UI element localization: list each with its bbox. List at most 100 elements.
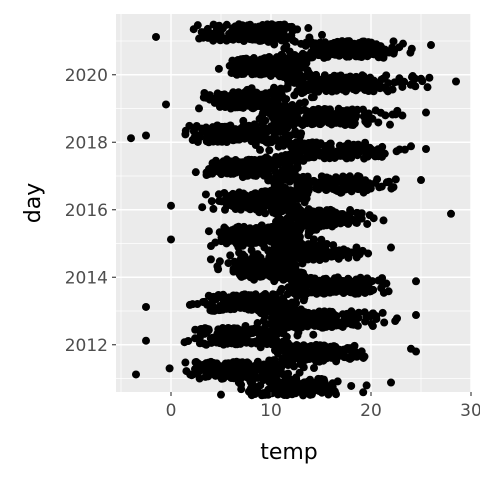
y-axis-tick-labels: 2012 2014 2016 2018 2020 — [65, 66, 108, 356]
data-point — [354, 140, 363, 149]
data-point — [309, 330, 318, 339]
y-tick-label: 2020 — [65, 66, 108, 86]
data-point — [238, 358, 247, 367]
data-point — [270, 356, 279, 365]
data-point — [162, 100, 170, 109]
data-point — [127, 134, 135, 143]
data-point — [334, 104, 343, 113]
data-point — [385, 177, 393, 186]
data-point — [295, 368, 304, 377]
data-point — [366, 73, 375, 82]
y-axis-title: day — [21, 183, 46, 223]
data-point — [386, 120, 394, 129]
data-point — [338, 210, 347, 219]
data-point — [191, 168, 200, 177]
data-point — [322, 240, 331, 249]
data-point — [201, 324, 209, 333]
data-point — [297, 305, 305, 314]
data-point — [344, 139, 353, 148]
data-point — [262, 153, 271, 162]
data-point — [222, 20, 231, 29]
data-point — [165, 364, 174, 373]
data-point — [345, 37, 354, 46]
data-point — [132, 370, 140, 379]
data-point — [360, 308, 369, 317]
data-point — [387, 243, 395, 252]
data-point — [412, 347, 420, 356]
data-point — [206, 255, 215, 264]
data-point — [422, 108, 430, 117]
data-point — [378, 308, 387, 317]
data-point — [343, 343, 352, 352]
data-point — [207, 357, 215, 366]
data-point — [253, 319, 262, 328]
data-point — [265, 146, 274, 155]
data-point — [235, 188, 244, 197]
data-point — [447, 209, 455, 218]
data-point — [357, 347, 366, 356]
data-point — [181, 358, 190, 367]
data-point — [329, 241, 338, 250]
data-point — [358, 71, 367, 80]
data-point — [251, 290, 260, 299]
data-point — [247, 84, 256, 93]
data-point — [339, 172, 347, 181]
data-point — [226, 121, 235, 130]
data-point — [314, 104, 323, 113]
data-point — [316, 206, 325, 215]
data-point — [261, 290, 270, 299]
data-point — [310, 364, 318, 372]
data-point — [267, 20, 276, 29]
data-point — [142, 302, 150, 311]
data-point — [217, 390, 225, 399]
data-point — [234, 20, 243, 29]
data-point — [192, 121, 201, 130]
data-point — [211, 238, 220, 247]
data-point — [423, 83, 432, 92]
axis-ticks — [112, 74, 472, 396]
data-point — [220, 223, 229, 232]
data-point — [270, 83, 278, 92]
data-point — [300, 98, 309, 107]
data-point — [219, 290, 228, 299]
data-point — [142, 336, 150, 345]
data-point — [192, 358, 201, 366]
data-point — [378, 142, 387, 151]
data-point — [281, 102, 290, 111]
x-tick-label: 10 — [260, 401, 282, 421]
data-point — [346, 72, 355, 81]
data-point — [322, 274, 330, 283]
data-point — [300, 105, 309, 114]
data-point — [204, 227, 213, 236]
data-point — [142, 131, 150, 140]
data-point — [222, 155, 231, 164]
data-point — [321, 38, 330, 47]
data-point — [379, 216, 388, 225]
data-point — [417, 74, 425, 83]
data-point — [213, 121, 222, 130]
data-point — [305, 33, 314, 42]
data-point — [346, 206, 355, 215]
data-point — [214, 64, 223, 73]
data-point — [268, 290, 277, 299]
data-point — [388, 85, 397, 94]
data-point — [292, 341, 301, 350]
data-point — [384, 287, 393, 296]
data-point — [362, 381, 371, 390]
data-point — [203, 24, 212, 33]
data-point — [229, 291, 238, 300]
data-point — [371, 106, 380, 115]
data-point — [329, 342, 338, 351]
data-point — [303, 172, 312, 181]
data-point — [317, 235, 326, 244]
data-point — [309, 176, 318, 185]
data-point — [407, 142, 415, 151]
data-point — [312, 70, 321, 79]
data-point — [234, 222, 243, 231]
data-point — [339, 245, 348, 254]
data-point — [241, 321, 250, 330]
data-point — [335, 141, 344, 150]
data-point — [304, 24, 313, 33]
data-point — [314, 374, 323, 383]
data-point — [280, 20, 289, 29]
